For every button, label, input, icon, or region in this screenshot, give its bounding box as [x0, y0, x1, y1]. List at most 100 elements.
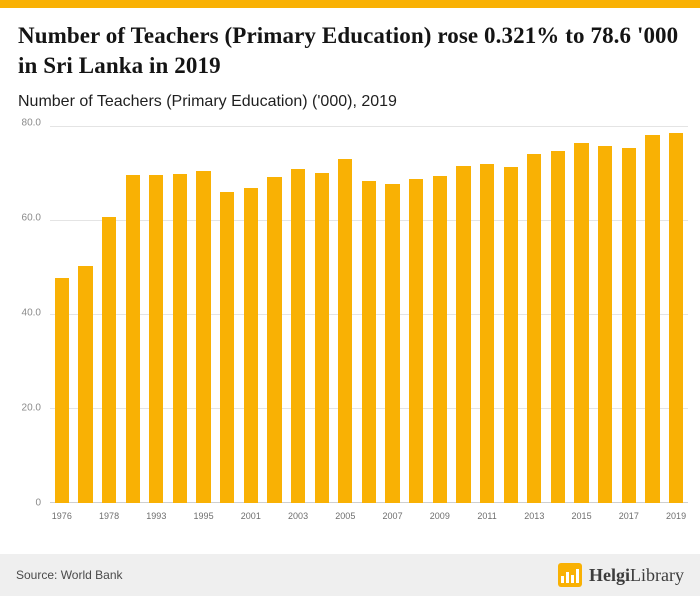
bar-slot: [546, 127, 570, 503]
bar-slot: [523, 127, 547, 503]
y-tick-label: 0: [35, 497, 41, 509]
bar-slot: [239, 127, 263, 503]
x-tick-label: [74, 505, 98, 527]
bar-2005: [338, 158, 353, 503]
bar-2011: [479, 164, 495, 503]
x-tick-label: 2019: [666, 510, 687, 521]
x-tick-label: 2017: [618, 510, 639, 521]
header: Number of Teachers (Primary Education) r…: [0, 8, 700, 111]
bar-1978: [101, 216, 117, 503]
bar-slot: [334, 127, 358, 503]
bar-2009: [432, 175, 447, 503]
x-tick-label: [310, 505, 334, 527]
brand-logo: HelgiLibrary: [558, 563, 684, 587]
x-tick-label: 2001: [240, 510, 261, 521]
x-tick-label: 1993: [146, 510, 167, 521]
bar-2003: [290, 168, 306, 503]
bar-1990: [125, 174, 140, 503]
bar-slot: [357, 127, 381, 503]
bar-2002: [267, 177, 282, 503]
bar-slot: [499, 127, 523, 503]
y-tick-label: 40.0: [21, 307, 41, 319]
y-axis-labels: 0 20.0 40.0 60.0 80.0: [10, 117, 46, 508]
x-tick-label: 2013: [524, 510, 545, 521]
bar-1976: [54, 278, 69, 503]
bar-slot: [475, 127, 499, 503]
x-tick-label: 2005: [335, 510, 356, 521]
bar-2012: [503, 166, 518, 503]
y-tick-label: 60.0: [21, 212, 41, 224]
bar-1995: [196, 171, 211, 503]
bar-2014: [550, 150, 566, 503]
bar-2000: [220, 191, 235, 503]
x-tick-label: [452, 505, 476, 527]
bar-1993: [149, 174, 164, 503]
x-tick-label: 2011: [477, 510, 497, 521]
bar-slot: [263, 127, 287, 503]
bar-1977: [78, 266, 93, 503]
top-accent-bar: [0, 0, 700, 8]
x-tick-label: 1976: [51, 510, 72, 521]
x-tick-label: [168, 505, 192, 527]
bar-2008: [409, 178, 424, 503]
bar-slot: [664, 127, 688, 503]
footer: Source: World Bank HelgiLibrary: [0, 554, 700, 596]
x-tick-label: 1995: [193, 510, 214, 521]
bar-2007: [385, 184, 400, 503]
x-tick-label: 2003: [288, 510, 309, 521]
bar-slot: [381, 127, 405, 503]
bar-2010: [456, 165, 471, 503]
bar-1994: [172, 173, 188, 503]
bar-2001: [243, 188, 258, 503]
x-tick-label: 2015: [571, 510, 592, 521]
bar-slot: [641, 127, 665, 503]
bar-slot: [74, 127, 98, 503]
bar-slot: [452, 127, 476, 503]
bar-slot: [310, 127, 334, 503]
bar-slot: [215, 127, 239, 503]
bar-slot: [192, 127, 216, 503]
brand-text-rest: Library: [630, 564, 684, 585]
x-tick-label: 1978: [99, 510, 120, 521]
bar-chart-icon: [558, 563, 583, 587]
bar-slot: [145, 127, 169, 503]
x-tick-label: [499, 505, 523, 527]
bar-2017: [621, 147, 636, 503]
bar-slot: [570, 127, 594, 503]
x-tick-label: [121, 505, 145, 527]
brand-text-bold: Helgi: [589, 564, 631, 585]
bar-slot: [50, 127, 74, 503]
y-tick-label: 20.0: [21, 402, 41, 414]
x-tick-label: [593, 505, 617, 527]
brand-text: HelgiLibrary: [589, 565, 684, 586]
x-tick-label: [215, 505, 239, 527]
bar-2006: [361, 180, 377, 503]
plot-wrap: [50, 125, 688, 503]
chart-subtitle: Number of Teachers (Primary Education) (…: [18, 92, 397, 110]
bar-2016: [598, 146, 613, 503]
x-tick-label: [641, 505, 665, 527]
bar-2018: [645, 134, 660, 503]
y-tick-label: 80.0: [21, 117, 41, 129]
bar-chart: 0 20.0 40.0 60.0 80.0 1976 1978 1993 1995 2001 20…: [10, 117, 692, 527]
bar-slot: [97, 127, 121, 503]
page-title: Number of Teachers (Primary Education) r…: [18, 23, 679, 79]
x-tick-label: [404, 505, 428, 527]
gridline-80: [50, 125, 688, 127]
bar-2013: [527, 154, 542, 503]
x-tick-label: 2007: [382, 510, 403, 521]
x-tick-label: [263, 505, 287, 527]
x-tick-label: [357, 505, 381, 527]
bar-2015: [574, 142, 589, 503]
bar-slot: [617, 127, 641, 503]
x-tick-label: 2009: [429, 510, 450, 521]
x-axis: 1976 1978 1993 1995 2001 2003 2005 2007 2009 2011…: [50, 505, 688, 527]
bar-slot: [121, 127, 145, 503]
bar-slot: [286, 127, 310, 503]
bar-slot: [168, 127, 192, 503]
bar-slot: [428, 127, 452, 503]
x-tick-label: [546, 505, 570, 527]
plot-area: [50, 127, 688, 503]
bar-2019: [668, 133, 684, 503]
